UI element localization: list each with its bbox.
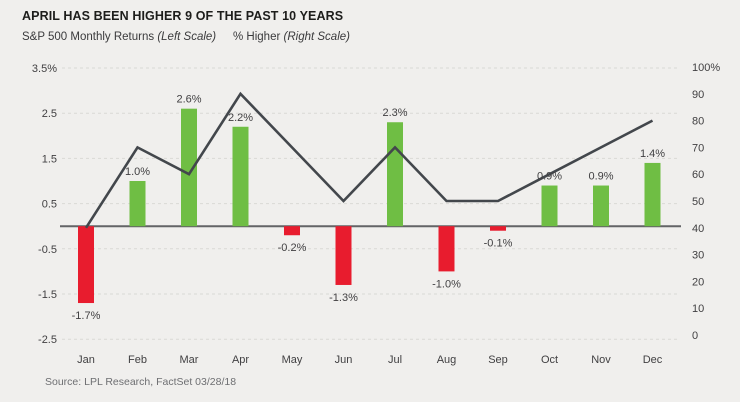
bar-label-may: -0.2%	[278, 242, 307, 254]
bar-dec	[644, 162, 661, 227]
left-axis-tick-3.5%: 3.5%	[32, 63, 57, 75]
bar-label-nov: 0.9%	[588, 171, 613, 183]
left-axis-tick-0.5: 0.5	[42, 199, 57, 211]
legend-item-percent-higher: % Higher (Right Scale)	[233, 31, 350, 43]
month-label-may: May	[282, 354, 303, 366]
bar-label-dec: 1.4%	[640, 148, 665, 160]
month-label-jan: Jan	[77, 354, 95, 366]
bar-label-mar: 2.6%	[176, 94, 201, 106]
month-label-oct: Oct	[541, 354, 558, 366]
right-axis-tick-50: 50	[692, 196, 704, 208]
legend-label-monthly-returns: S&P 500 Monthly Returns	[22, 31, 155, 43]
percent-higher-line	[84, 91, 654, 229]
right-axis-tick-10: 10	[692, 303, 704, 315]
month-label-sep: Sep	[488, 354, 508, 366]
bar-apr	[232, 126, 249, 227]
legend-label-percent-higher: % Higher	[233, 31, 281, 43]
left-axis-tick--2.5: -2.5	[38, 334, 57, 346]
bar-label-feb: 1.0%	[125, 166, 150, 178]
bar-label-jan: -1.7%	[72, 310, 101, 322]
month-label-aug: Aug	[437, 354, 457, 366]
month-label-feb: Feb	[128, 354, 147, 366]
month-label-apr: Apr	[232, 354, 249, 366]
bar-label-jul: 2.3%	[382, 107, 407, 119]
month-label-nov: Nov	[591, 354, 611, 366]
bar-label-sep: -0.1%	[484, 238, 513, 250]
right-axis-tick-0: 0	[692, 330, 698, 342]
bar-label-apr: 2.2%	[228, 112, 253, 124]
right-axis-tick-20: 20	[692, 276, 704, 288]
bar-label-aug: -1.0%	[432, 278, 461, 290]
right-axis-tick-70: 70	[692, 142, 704, 154]
legend-qualifier-right-scale: (Right Scale)	[283, 31, 350, 43]
right-axis-tick-100%: 100%	[692, 62, 720, 74]
bar-label-jun: -1.3%	[329, 292, 358, 304]
month-label-jul: Jul	[388, 354, 402, 366]
source-note: Source: LPL Research, FactSet 03/28/18	[45, 376, 237, 388]
bar-jun	[335, 226, 352, 285]
bar-jul	[387, 122, 403, 227]
bar-label-oct: 0.9%	[537, 171, 562, 183]
bar-nov	[593, 185, 609, 227]
right-axis-tick-90: 90	[692, 89, 704, 101]
legend-item-monthly-returns: S&P 500 Monthly Returns (Left Scale)	[22, 31, 216, 43]
right-axis-tick-40: 40	[692, 223, 704, 235]
chart-title: APRIL HAS BEEN HIGHER 9 OF THE PAST 10 Y…	[22, 9, 344, 23]
month-label-mar: Mar	[180, 354, 199, 366]
right-axis-tick-30: 30	[692, 250, 704, 262]
bar-may	[284, 226, 300, 236]
bar-aug	[438, 226, 455, 272]
month-label-dec: Dec	[643, 354, 663, 366]
bar-oct	[541, 185, 558, 227]
bar-feb	[129, 181, 146, 227]
left-axis-tick--1.5: -1.5	[38, 289, 57, 301]
left-axis-tick-1.5: 1.5	[42, 153, 57, 165]
legend-qualifier-left-scale: (Left Scale)	[157, 31, 217, 43]
bar-sep	[490, 226, 506, 231]
right-axis-tick-60: 60	[692, 169, 704, 181]
month-label-jun: Jun	[335, 354, 353, 366]
bar-mar	[181, 108, 197, 227]
left-axis-tick--0.5: -0.5	[38, 244, 57, 256]
right-axis-tick-80: 80	[692, 116, 704, 128]
left-axis-tick-2.5: 2.5	[42, 108, 57, 120]
bar-jan	[78, 226, 94, 304]
